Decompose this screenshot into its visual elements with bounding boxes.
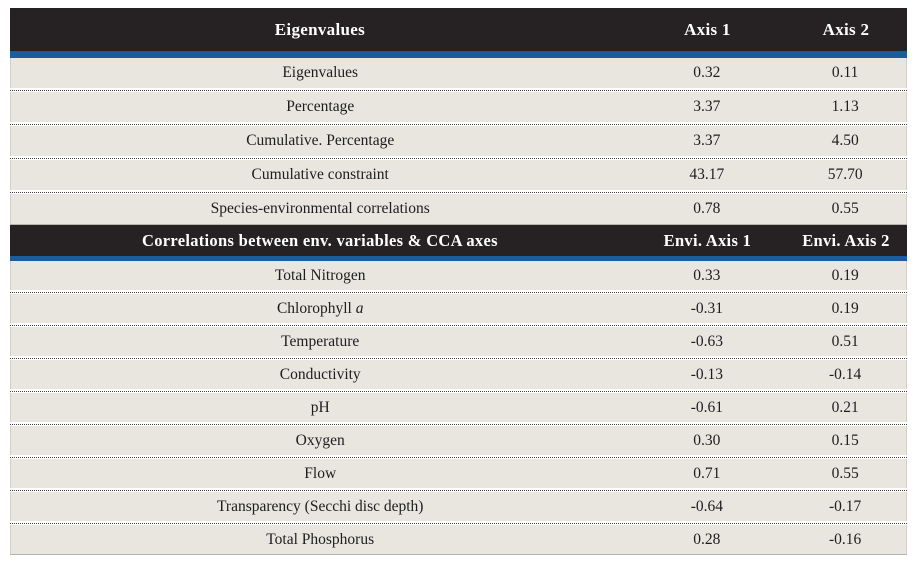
section-title: Correlations between env. variables & CC… [141, 230, 498, 250]
dotted-rule [10, 457, 907, 459]
section-title: Eigenvalues [274, 19, 365, 39]
row-value-axis1: 0.30 [693, 431, 721, 449]
row-label: Eigenvalues [282, 64, 359, 81]
row-value-axis1: 0.32 [693, 64, 721, 81]
row-value-axis1: -0.63 [690, 332, 723, 350]
dotted-rule [10, 523, 907, 525]
table-row: Temperature -0.63 0.51 [10, 327, 907, 356]
row-value-axis1: 0.33 [693, 266, 721, 284]
table-row: Flow 0.71 0.55 [10, 459, 907, 488]
dotted-rule [10, 124, 907, 126]
row-value-axis2: 0.19 [831, 266, 859, 284]
table-row: Species-environmental correlations 0.78 0.… [10, 194, 907, 224]
row-value-axis1: 0.28 [693, 530, 721, 548]
row-separator [10, 290, 907, 294]
row-label: Transparency (Secchi disc depth) [216, 497, 424, 515]
header-col-axis1: Envi. Axis 1 [663, 230, 752, 250]
row-value-axis2: 57.70 [827, 166, 863, 183]
table-row: Conductivity -0.13 -0.14 [10, 360, 907, 389]
row-label: Temperature [281, 332, 360, 350]
row-value-axis2: 0.51 [831, 332, 859, 350]
dotted-rule [10, 158, 907, 160]
row-value-axis2: 0.19 [831, 299, 859, 317]
row-value-axis1: 3.37 [693, 98, 721, 115]
row-value-axis1: -0.13 [690, 365, 723, 383]
row-label: Chlorophyll a [276, 299, 364, 317]
row-label: Oxygen [295, 431, 345, 449]
dotted-rule [10, 325, 907, 327]
blue-accent-rule [10, 51, 907, 58]
row-value-axis2: 4.50 [831, 132, 859, 149]
italic-suffix: a [355, 299, 364, 317]
table-row: Percentage 3.37 1.13 [10, 92, 907, 122]
header-col-axis2: Envi. Axis 2 [802, 230, 890, 250]
cca-results-table: Eigenvalues Axis 1 Axis 2 Eigenvalues 0.32 0.… [10, 8, 907, 555]
row-separator [10, 422, 907, 426]
row-separator [10, 356, 907, 360]
dotted-rule [10, 424, 907, 426]
row-value-axis1: 0.71 [693, 464, 721, 482]
section-header-bar: Correlations between env. variables & CC… [10, 225, 907, 256]
row-separator [10, 488, 907, 492]
row-separator [10, 88, 907, 92]
table-row: Total Phosphorus 0.28 -0.16 [10, 525, 907, 554]
row-separator [10, 190, 907, 194]
row-label: Percentage [286, 98, 355, 115]
row-label: Cumulative constraint [251, 166, 389, 183]
row-label: Flow [304, 464, 337, 482]
table-row: Chlorophyll a -0.31 0.19 [10, 294, 907, 323]
row-label: Species-environmental correlations [210, 200, 430, 217]
section-header-bar: Eigenvalues Axis 1 Axis 2 [10, 8, 907, 51]
row-value-axis1: 3.37 [693, 132, 721, 149]
table-row: Eigenvalues 0.32 0.11 [10, 58, 907, 88]
table-row: pH -0.61 0.21 [10, 393, 907, 422]
row-value-axis1: -0.31 [690, 299, 723, 317]
row-separator [10, 156, 907, 160]
row-label: Total Nitrogen [274, 266, 366, 284]
row-label: pH [310, 398, 330, 416]
row-value-axis2: 0.15 [831, 431, 859, 449]
row-separator [10, 122, 907, 126]
blue-accent-rule [10, 256, 907, 261]
row-value-axis2: -0.14 [828, 365, 862, 383]
header-col-axis2: Axis 2 [822, 19, 870, 39]
row-separator [10, 323, 907, 327]
table-row: Cumulative. Percentage 3.37 4.50 [10, 126, 907, 156]
row-separator [10, 455, 907, 459]
dotted-rule [10, 490, 907, 492]
row-value-axis1: -0.64 [690, 497, 723, 515]
table-row: Oxygen 0.30 0.15 [10, 426, 907, 455]
header-col-axis1: Axis 1 [684, 19, 731, 39]
row-label: Total Phosphorus [266, 530, 375, 548]
row-label: Conductivity [279, 365, 361, 383]
row-value-axis1: 0.78 [693, 200, 721, 217]
dotted-rule [10, 391, 907, 393]
row-value-axis1: -0.61 [690, 398, 723, 416]
row-separator [10, 521, 907, 525]
section-body: Total Nitrogen 0.33 0.19 Chlorophyll a -0.31… [10, 261, 907, 555]
section-body: Eigenvalues 0.32 0.11 Percentage 3.37 1.13 Cum… [10, 58, 907, 225]
row-value-axis2: -0.17 [828, 497, 862, 515]
row-value-axis2: 0.55 [831, 200, 859, 217]
table-row: Cumulative constraint 43.17 57.70 [10, 160, 907, 190]
row-separator [10, 389, 907, 393]
row-value-axis1: 43.17 [689, 166, 725, 183]
row-value-axis2: -0.16 [828, 530, 862, 548]
dotted-rule [10, 90, 907, 92]
row-label: Cumulative. Percentage [246, 132, 395, 149]
table-row: Total Nitrogen 0.33 0.19 [10, 261, 907, 290]
dotted-rule [10, 192, 907, 194]
row-value-axis2: 0.55 [831, 464, 859, 482]
row-value-axis2: 1.13 [831, 98, 859, 115]
dotted-rule [10, 358, 907, 360]
row-value-axis2: 0.11 [831, 64, 859, 81]
row-value-axis2: 0.21 [831, 398, 859, 416]
table-row: Transparency (Secchi disc depth) -0.64 -0.… [10, 492, 907, 521]
dotted-rule [10, 292, 907, 294]
